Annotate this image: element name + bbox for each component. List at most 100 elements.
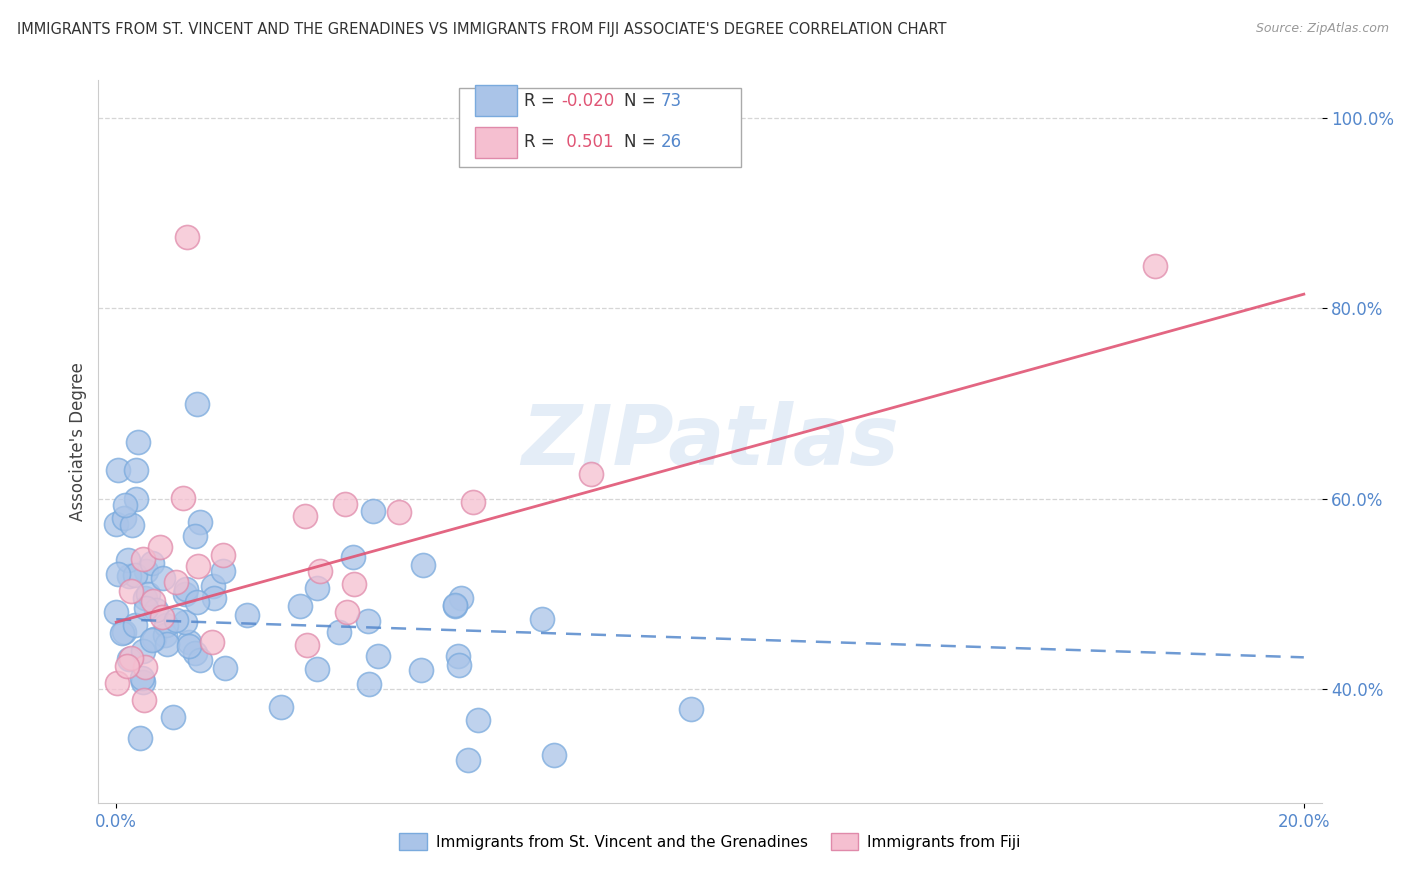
Point [134,591,156,606]
Point [105,676,128,690]
Point [202,591,225,605]
Point [447,649,470,664]
Point [201,579,224,593]
Point [530,612,553,626]
Point [188,515,211,529]
Point [211,564,233,578]
Point [357,676,380,690]
Point [149,540,172,554]
Point [328,624,350,639]
Point [543,748,565,763]
Point [679,702,702,716]
Point [152,571,174,585]
Point [295,638,318,652]
Text: IMMIGRANTS FROM ST. VINCENT AND THE GRENADINES VS IMMIGRANTS FROM FIJI ASSOCIATE: IMMIGRANTS FROM ST. VINCENT AND THE GREN… [17,22,946,37]
Point [188,653,211,667]
Point [152,610,174,624]
Point [112,625,135,640]
Point [134,660,156,674]
Text: R =: R = [524,92,560,110]
Point [236,607,259,622]
Point [132,552,155,566]
Point [127,434,149,449]
Point [183,528,205,542]
Text: N =: N = [624,92,661,110]
Point [105,605,128,619]
Text: 73: 73 [661,92,682,110]
Point [367,649,389,664]
Point [124,618,146,632]
Point [135,565,157,579]
Point [457,754,479,768]
Point [342,549,364,564]
Point [155,617,177,632]
Point [145,603,167,617]
Point [142,594,165,608]
Point [450,591,472,605]
Point [214,660,236,674]
Point [142,632,165,647]
Point [336,605,359,619]
FancyBboxPatch shape [475,86,517,116]
Point [162,710,184,724]
Point [305,581,328,595]
Text: ZIPatlas: ZIPatlas [522,401,898,482]
Text: N =: N = [624,134,661,152]
Point [343,577,366,591]
Point [118,569,141,583]
Point [124,568,146,582]
Point [132,643,155,657]
Point [288,599,311,614]
Point [356,615,378,629]
Point [308,564,330,578]
Point [124,491,146,506]
Point [135,601,157,615]
Point [186,595,208,609]
FancyBboxPatch shape [475,128,517,158]
Point [177,639,200,653]
Point [443,599,465,613]
Point [176,230,198,244]
Point [409,663,432,677]
Point [120,650,142,665]
Text: R =: R = [524,134,560,152]
Point [107,463,129,477]
Point [156,637,179,651]
Point [412,558,434,572]
FancyBboxPatch shape [460,87,741,167]
Point [117,553,139,567]
Point [107,567,129,582]
Y-axis label: Associate's Degree: Associate's Degree [69,362,87,521]
Point [112,510,135,524]
Point [581,467,603,481]
Point [461,495,484,509]
Point [132,693,155,707]
Point [388,505,411,519]
Point [183,646,205,660]
Point [131,674,153,689]
Point [201,635,224,649]
Point [118,652,141,666]
Point [125,462,148,476]
Point [111,625,134,640]
Point [121,517,143,532]
Point [165,575,187,590]
Point [361,504,384,518]
Point [467,713,489,727]
Text: -0.020: -0.020 [561,92,614,110]
Point [131,671,153,685]
Point [174,615,197,630]
Point [172,491,194,505]
Point [444,599,467,613]
Point [449,657,471,672]
Text: Source: ZipAtlas.com: Source: ZipAtlas.com [1256,22,1389,36]
Point [153,628,176,642]
Point [105,516,128,531]
Point [1144,259,1167,273]
Point [174,582,197,597]
Point [165,613,187,627]
Text: 26: 26 [661,134,682,152]
Point [120,584,142,599]
Text: 0.501: 0.501 [561,134,613,152]
Point [211,548,233,562]
